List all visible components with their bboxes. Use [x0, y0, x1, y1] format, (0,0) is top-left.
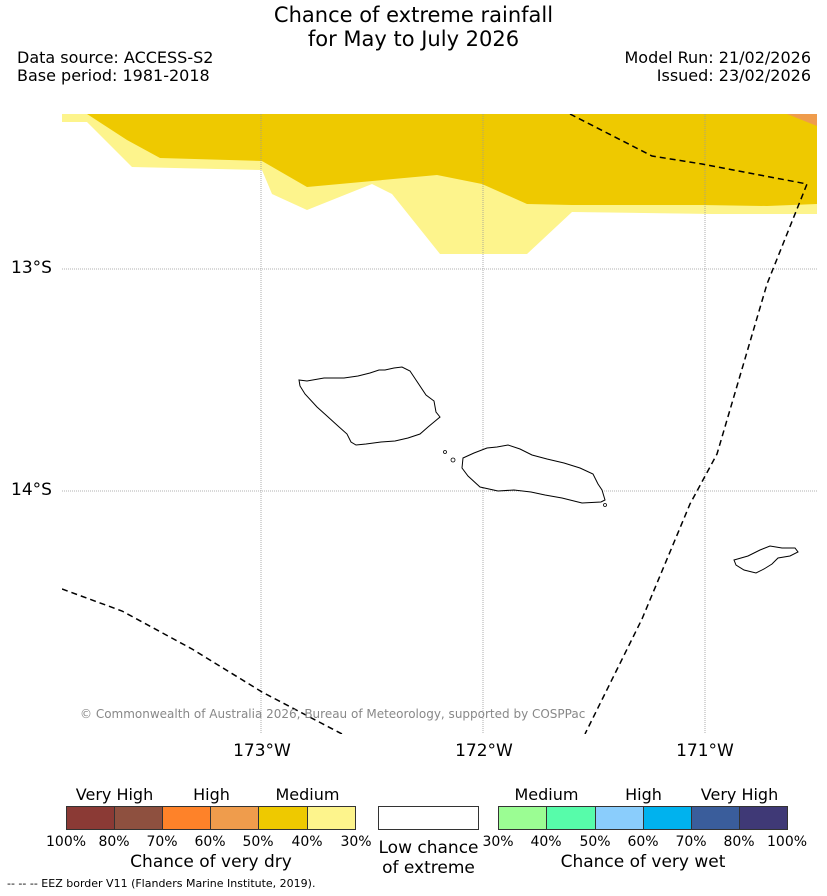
dry-very-high-label: Very High [75, 785, 154, 804]
wet-medium-label: Medium [514, 785, 579, 804]
low-chance-caption-2: of extreme [382, 858, 475, 878]
base-period: Base period: 1981-2018 [17, 66, 210, 85]
wet-swatch-30-40 [498, 806, 547, 830]
savaii-island [298, 366, 441, 446]
dry-swatch-60-50 [210, 806, 259, 830]
chart-title-line2: for May to July 2026 [307, 27, 520, 51]
lon-label-173w: 173°W [233, 741, 291, 761]
wet-swatch-50-60 [595, 806, 644, 830]
lon-label-171w: 171°W [676, 741, 734, 761]
lat-label-13s: 13°S [11, 258, 52, 278]
dry-tick-80: 80% [98, 834, 130, 850]
dry-swatch-70-60 [162, 806, 211, 830]
wet-swatch-70-80 [691, 806, 740, 830]
low-chance-caption-1: Low chance [378, 838, 479, 858]
dry-50-60-region [787, 114, 817, 126]
wet-swatch-60-70 [643, 806, 692, 830]
wet-caption: Chance of very wet [560, 852, 726, 872]
chart-title-line1: Chance of extreme rainfall [273, 3, 554, 27]
lat-label-14s: 14°S [11, 480, 52, 500]
wet-swatch-80-100 [739, 806, 788, 830]
tutuila-island [733, 545, 799, 574]
wet-tick-80: 80% [723, 834, 755, 850]
wet-tick-70: 70% [675, 834, 707, 850]
issued-date: Issued: 23/02/2026 [656, 66, 811, 85]
dry-40-50-region [87, 114, 817, 206]
nuutele-island [603, 503, 607, 507]
upolu-island [461, 444, 606, 504]
dry-tick-70: 70% [146, 834, 178, 850]
wet-high-label: High [625, 785, 662, 804]
dry-high-label: High [193, 785, 230, 804]
dry-caption: Chance of very dry [130, 852, 292, 872]
map-panel: © Commonwealth of Australia 2026, Bureau… [62, 114, 817, 734]
wet-very-high-label: Very High [700, 785, 779, 804]
wet-tick-60: 60% [627, 834, 659, 850]
dry-tick-50: 50% [242, 834, 274, 850]
lon-label-172w: 172°W [455, 741, 513, 761]
graticule [62, 114, 817, 734]
wet-swatch-40-50 [546, 806, 596, 830]
dry-tick-40: 40% [291, 834, 323, 850]
wet-tick-100: 100% [767, 834, 808, 850]
low-chance-swatch [378, 806, 479, 830]
eez-footnote: -- -- -- EEZ border V11 (Flanders Marine… [7, 877, 316, 890]
dry-tick-100: 100% [46, 834, 87, 850]
wet-tick-30: 30% [482, 834, 514, 850]
copyright-notice: © Commonwealth of Australia 2026, Bureau… [80, 707, 585, 721]
data-source: Data source: ACCESS-S2 [17, 48, 214, 67]
wet-tick-50: 50% [579, 834, 611, 850]
dry-swatch-100-80 [66, 806, 115, 830]
wet-tick-40: 40% [530, 834, 562, 850]
dry-swatch-80-70 [114, 806, 163, 830]
manono-island [450, 457, 456, 463]
model-run: Model Run: 21/02/2026 [624, 48, 812, 67]
dry-swatch-40-30 [307, 806, 356, 830]
dry-tick-60: 60% [194, 834, 226, 850]
eez-border [62, 114, 809, 734]
dry-swatch-50-40 [258, 806, 308, 830]
dry-tick-30: 30% [340, 834, 372, 850]
dry-medium-label: Medium [275, 785, 340, 804]
apolima-island [443, 450, 447, 454]
